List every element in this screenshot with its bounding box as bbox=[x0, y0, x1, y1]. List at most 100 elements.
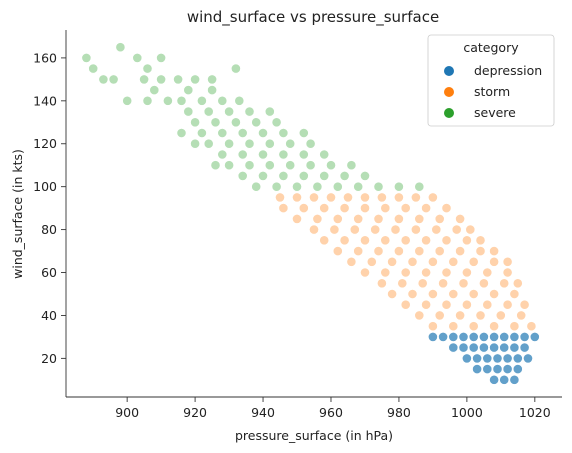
depression-point bbox=[438, 331, 448, 342]
y-axis-title: wind_surface (in kts) bbox=[10, 149, 25, 279]
legend-marker-storm bbox=[444, 87, 454, 97]
storm-point bbox=[343, 192, 353, 203]
storm-point bbox=[489, 256, 499, 267]
storm-point bbox=[400, 203, 411, 213]
legend-marker-severe bbox=[444, 108, 454, 118]
storm-point bbox=[400, 235, 411, 246]
storm-point bbox=[309, 192, 319, 203]
storm-point bbox=[326, 192, 336, 203]
severe-point bbox=[190, 117, 200, 128]
storm-point bbox=[393, 213, 404, 224]
storm-point bbox=[478, 278, 489, 289]
severe-point bbox=[346, 160, 357, 171]
severe-point bbox=[183, 85, 194, 95]
storm-point bbox=[410, 224, 421, 235]
storm-point bbox=[360, 267, 370, 278]
depression-point bbox=[472, 364, 482, 374]
storm-point bbox=[526, 321, 537, 332]
depression-point bbox=[529, 331, 540, 342]
storm-point bbox=[417, 278, 428, 289]
severe-point bbox=[264, 138, 275, 149]
depression-point bbox=[519, 331, 530, 342]
severe-point bbox=[319, 170, 330, 181]
storm-point bbox=[370, 224, 381, 235]
depression-point bbox=[461, 353, 472, 364]
severe-point bbox=[176, 128, 187, 138]
storm-point bbox=[458, 278, 469, 289]
severe-point bbox=[285, 160, 296, 171]
storm-point bbox=[376, 278, 387, 289]
severe-point bbox=[393, 181, 404, 192]
severe-point bbox=[414, 181, 425, 192]
severe-point bbox=[237, 128, 248, 138]
storm-point bbox=[427, 321, 438, 332]
depression-point bbox=[472, 353, 482, 364]
severe-point bbox=[278, 128, 289, 138]
storm-point bbox=[414, 310, 425, 321]
severe-point bbox=[122, 95, 133, 106]
storm-point bbox=[427, 192, 438, 203]
severe-point bbox=[305, 160, 316, 171]
storm-point bbox=[441, 203, 452, 213]
storm-point bbox=[441, 235, 452, 246]
depression-point bbox=[492, 364, 503, 374]
severe-point bbox=[244, 138, 255, 149]
storm-point bbox=[434, 246, 445, 256]
severe-point bbox=[207, 74, 217, 85]
depression-point bbox=[458, 342, 469, 353]
depression-point bbox=[492, 353, 503, 364]
storm-point bbox=[495, 310, 506, 321]
storm-point bbox=[427, 256, 438, 267]
storm-point bbox=[465, 224, 476, 235]
storm-point bbox=[278, 203, 289, 213]
y-tick-label: 120 bbox=[33, 136, 57, 151]
depression-point bbox=[489, 331, 499, 342]
depression-point bbox=[509, 331, 520, 342]
storm-point bbox=[455, 310, 465, 321]
depression-point bbox=[468, 342, 479, 353]
storm-point bbox=[448, 256, 459, 267]
severe-point bbox=[196, 95, 207, 106]
storm-point bbox=[387, 256, 397, 267]
storm-point bbox=[451, 224, 462, 235]
legend-label-severe: severe bbox=[474, 105, 516, 120]
storm-point bbox=[339, 203, 350, 213]
storm-point bbox=[387, 289, 397, 299]
y-tick-label: 100 bbox=[33, 179, 57, 194]
severe-point bbox=[305, 138, 316, 149]
depression-point bbox=[448, 342, 459, 353]
severe-point bbox=[326, 160, 336, 171]
storm-point bbox=[516, 310, 527, 321]
storm-point bbox=[509, 321, 520, 332]
storm-point bbox=[380, 203, 391, 213]
storm-point bbox=[400, 299, 411, 310]
severe-point bbox=[190, 74, 200, 85]
legend: category depression storm severe bbox=[427, 34, 555, 127]
severe-point bbox=[183, 106, 194, 117]
legend-label-storm: storm bbox=[474, 84, 510, 99]
chart-title: wind_surface vs pressure_surface bbox=[187, 8, 439, 27]
severe-point bbox=[264, 106, 275, 117]
severe-point bbox=[224, 138, 234, 149]
storm-point bbox=[339, 235, 350, 246]
depression-point bbox=[458, 331, 469, 342]
storm-point bbox=[468, 289, 479, 299]
severe-point bbox=[278, 170, 289, 181]
x-ticks: 900 920 940 960 980 1000 1020 bbox=[115, 397, 551, 420]
severe-point bbox=[353, 181, 364, 192]
severe-point bbox=[244, 160, 255, 171]
storm-point bbox=[360, 203, 370, 213]
severe-point bbox=[230, 117, 241, 128]
storm-point bbox=[489, 289, 499, 299]
storm-point bbox=[421, 203, 431, 213]
severe-point bbox=[319, 149, 330, 160]
severe-point bbox=[332, 181, 343, 192]
storm-point bbox=[407, 289, 418, 299]
depression-point bbox=[509, 342, 520, 353]
depression-point bbox=[499, 342, 510, 353]
severe-point bbox=[132, 53, 143, 63]
y-tick-label: 60 bbox=[41, 265, 57, 280]
storm-point bbox=[509, 289, 520, 299]
severe-point bbox=[271, 117, 282, 128]
depression-point bbox=[427, 331, 438, 342]
